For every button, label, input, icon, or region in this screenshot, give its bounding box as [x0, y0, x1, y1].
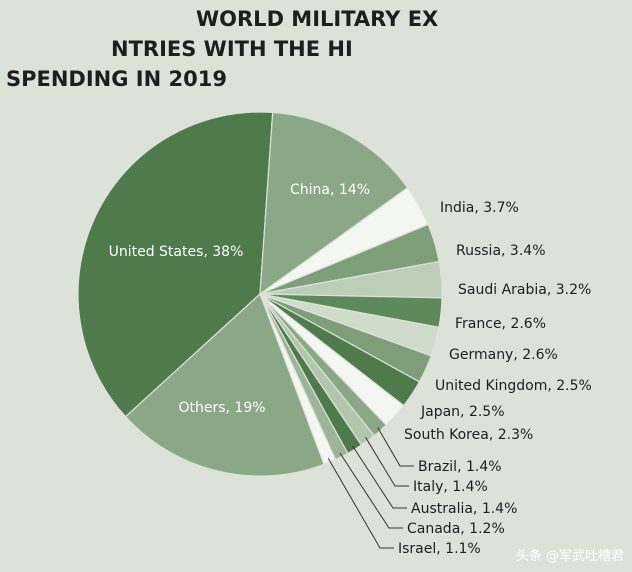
label-saudi-arabia: Saudi Arabia, 3.2% — [458, 282, 591, 298]
label-australia: Australia, 1.4% — [411, 501, 517, 517]
slice-china — [259, 111, 409, 296]
label-united-kingdom: United Kingdom, 2.5% — [435, 378, 592, 394]
label-brazil: Brazil, 1.4% — [418, 459, 502, 475]
label-others: Others, 19% — [178, 400, 265, 416]
label-germany: Germany, 2.6% — [449, 347, 558, 363]
label-japan: Japan, 2.5% — [420, 404, 505, 420]
leader-line-israel — [327, 458, 394, 549]
title-line-3: SPENDING IN 2019 — [6, 67, 227, 91]
label-south-korea: South Korea, 2.3% — [404, 427, 533, 443]
leader-line-canada — [339, 452, 403, 529]
leader-line-brazil — [377, 427, 414, 467]
leader-line-australia — [352, 445, 407, 509]
pie-labels: United States, 38% China, 14% India, 3.7% R… — [109, 182, 592, 557]
leader-line-italy — [365, 437, 409, 487]
title-line-2: NTRIES WITH THE HI — [111, 37, 353, 61]
label-russia: Russia, 3.4% — [456, 243, 546, 259]
label-india: India, 3.7% — [440, 200, 519, 216]
label-united-states: United States, 38% — [109, 244, 244, 260]
label-canada: Canada, 1.2% — [407, 521, 505, 537]
chart-title: WORLD MILITARY EX NTRIES WITH THE HI SPE… — [6, 4, 626, 94]
pie-slices — [77, 111, 443, 477]
slice-united-states — [77, 111, 274, 418]
watermark: 头条 @军武吐槽君 — [515, 549, 624, 564]
slice-others — [124, 292, 325, 477]
label-israel: Israel, 1.1% — [398, 541, 481, 557]
label-france: France, 2.6% — [455, 316, 546, 332]
title-line-1: WORLD MILITARY EX — [196, 7, 439, 31]
label-italy: Italy, 1.4% — [413, 479, 488, 495]
label-china: China, 14% — [290, 182, 370, 198]
